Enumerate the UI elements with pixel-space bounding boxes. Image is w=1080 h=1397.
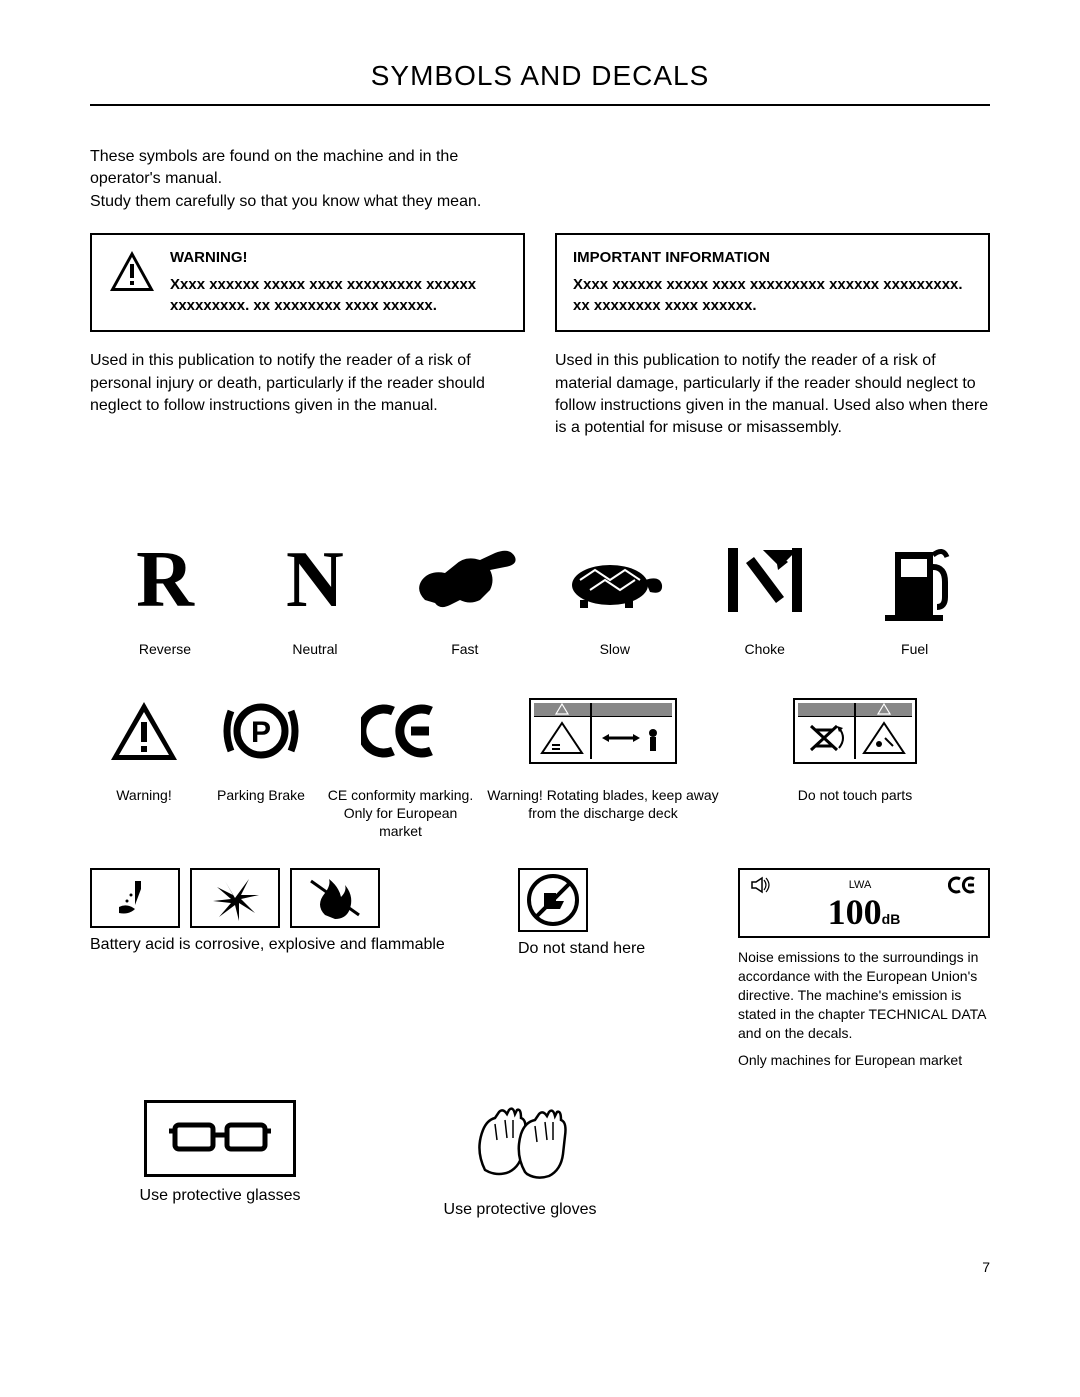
info-caption: Used in this publication to notify the r… (555, 350, 990, 440)
parking-brake-label: Parking Brake (198, 786, 324, 804)
svg-text:P: P (251, 716, 271, 749)
symbol-row-2: Warning! P Parking Brake CE conformity m… (90, 686, 990, 841)
symbol-do-not-touch: Do not touch parts (729, 686, 981, 804)
no-standing-icon (518, 868, 588, 932)
do-not-stand-label: Do not stand here (518, 940, 678, 958)
rabbit-icon (390, 530, 540, 630)
info-box: IMPORTANT INFORMATION Xxxx xxxxxx xxxxx … (555, 233, 990, 332)
symbol-slow: Slow (540, 530, 690, 658)
fast-label: Fast (390, 640, 540, 658)
fuel-label: Fuel (840, 640, 990, 658)
warning-box: WARNING! Xxxx xxxxxx xxxxx xxxx xxxxxxxx… (90, 233, 525, 332)
choke-label: Choke (690, 640, 840, 658)
intro-paragraph: These symbols are found on the machine a… (90, 146, 522, 213)
turtle-icon (540, 530, 690, 630)
symbol-reverse: R Reverse (90, 530, 240, 658)
lwa-text: LWA (849, 879, 872, 891)
parking-brake-icon: P (198, 686, 324, 776)
do-not-touch-label: Do not touch parts (729, 786, 981, 804)
symbol-row-3: Battery acid is corrosive, explosive and… (90, 868, 990, 1069)
symbol-fuel: Fuel (840, 530, 990, 658)
symbol-grid: R Reverse N Neutral Fast Slow Choke (90, 530, 990, 1219)
flammable-icon (290, 868, 380, 928)
info-box-title: IMPORTANT INFORMATION (573, 249, 972, 266)
speaker-icon (750, 876, 772, 894)
glasses-label: Use protective glasses (90, 1187, 350, 1205)
warning-box-title: WARNING! (170, 249, 507, 266)
symbol-rotating-blades: Warning! Rotating blades, keep away from… (477, 686, 729, 822)
symbol-noise-emission: LWA 100dB Noise emissions to the surroun… (738, 868, 990, 1069)
symbol-neutral: N Neutral (240, 530, 390, 658)
warning-icon (90, 686, 198, 776)
info-box-body: Xxxx xxxxxx xxxxx xxxx xxxxxxxxx xxxxxx … (573, 274, 972, 316)
symbol-protective-gloves: Use protective gloves (390, 1100, 650, 1219)
symbol-battery-acid: Battery acid is corrosive, explosive and… (90, 868, 458, 954)
explosive-icon (190, 868, 280, 928)
symbol-ce: CE conformity marking. Only for European… (324, 686, 477, 841)
ce-small-icon (948, 876, 978, 894)
rotating-blades-decal-icon (477, 686, 729, 776)
choke-icon (690, 530, 840, 630)
symbol-row-1: R Reverse N Neutral Fast Slow Choke (90, 530, 990, 658)
noise-unit: dB (882, 911, 901, 927)
symbol-protective-glasses: Use protective glasses (90, 1100, 350, 1205)
symbol-choke: Choke (690, 530, 840, 658)
symbol-fast: Fast (390, 530, 540, 658)
noise-value: 100 (828, 892, 882, 932)
page-title: SYMBOLS AND DECALS (90, 60, 990, 106)
neutral-label: Neutral (240, 640, 390, 658)
noise-text-2: Only machines for European market (738, 1051, 998, 1070)
warning-label: Warning! (90, 786, 198, 804)
symbol-warning: Warning! (90, 686, 198, 804)
page-number: 7 (90, 1259, 990, 1275)
gloves-icon (390, 1100, 650, 1195)
rotating-blades-label: Warning! Rotating blades, keep away from… (477, 786, 729, 822)
ce-mark-icon (324, 686, 477, 776)
noise-emission-text: Noise emissions to the surroundings in a… (738, 948, 998, 1069)
symbol-parking-brake: P Parking Brake (198, 686, 324, 804)
symbol-row-4: Use protective glasses Use protective gl… (90, 1100, 990, 1219)
warning-triangle-icon (108, 249, 156, 298)
fuel-pump-icon (840, 530, 990, 630)
battery-label: Battery acid is corrosive, explosive and… (90, 936, 458, 954)
reverse-label: Reverse (90, 640, 240, 658)
symbol-do-not-stand: Do not stand here (518, 868, 678, 958)
noise-text-1: Noise emissions to the surroundings in a… (738, 948, 998, 1042)
glasses-icon (144, 1100, 296, 1177)
neutral-glyph: N (286, 528, 344, 632)
ce-label: CE conformity marking. Only for European… (324, 786, 477, 841)
do-not-touch-decal-icon (729, 686, 981, 776)
slow-label: Slow (540, 640, 690, 658)
intro-line-2: Study them carefully so that you know wh… (90, 193, 481, 210)
warning-box-body: Xxxx xxxxxx xxxxx xxxx xxxxxxxxx xxxxxx … (170, 274, 507, 316)
noise-decal-icon: LWA 100dB (738, 868, 990, 938)
intro-line-1: These symbols are found on the machine a… (90, 148, 458, 187)
gloves-label: Use protective gloves (390, 1201, 650, 1219)
reverse-glyph: R (136, 528, 194, 632)
corrosive-icon (90, 868, 180, 928)
warning-caption: Used in this publication to notify the r… (90, 350, 525, 417)
